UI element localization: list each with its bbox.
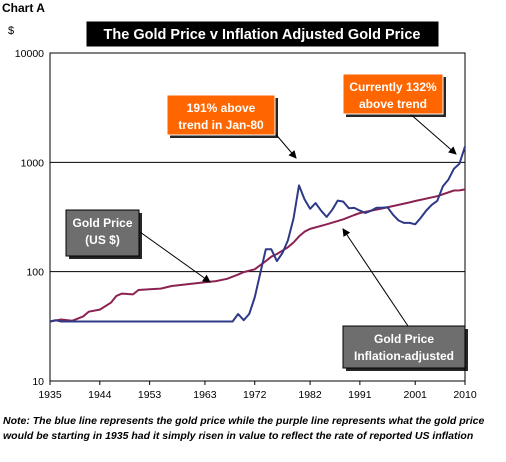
chart-title-box <box>86 21 439 47</box>
y-axis-label: $ <box>8 25 14 37</box>
chart-note: Note: The blue line represents the gold … <box>3 415 485 442</box>
y-tick-label: 100 <box>26 267 44 279</box>
x-tick-label: 1991 <box>348 389 372 401</box>
jan80-callout: 191% above trend in Jan-80 <box>166 94 297 159</box>
callout-text: (US $) <box>85 233 120 247</box>
y-tick-label: 10 <box>32 376 44 388</box>
title-layer: The Gold Price v Inflation Adjusted Gold… <box>86 21 439 47</box>
callout-arrow <box>139 231 211 283</box>
inflation-adjusted-callout: Gold Price Inflation-adjusted <box>342 228 468 371</box>
plot-frame <box>49 52 466 382</box>
callout-text: Currently 132% <box>349 80 437 94</box>
x-tick-label: 1944 <box>88 389 112 401</box>
callout-box <box>65 209 140 257</box>
callout-arrow <box>342 228 409 327</box>
callout-arrow <box>407 111 457 155</box>
current-callout: Currently 132% above trend <box>342 73 457 155</box>
axis-layer: 10 100 1000 10000 1935 1944 1953 1963 1972 1982 19… <box>15 48 477 401</box>
callout-text: Gold Price <box>72 216 132 230</box>
grid-layer <box>50 161 465 273</box>
x-tick-label: 1935 <box>38 389 62 401</box>
chart-title: The Gold Price v Inflation Adjusted Gold… <box>104 27 421 43</box>
callout-box <box>342 325 466 369</box>
x-tick-label: 2001 <box>404 389 428 401</box>
gold-price-callout: Gold Price (US $) <box>65 209 211 283</box>
chart-label: Chart A <box>2 1 45 15</box>
gold-price-line <box>49 146 466 323</box>
callout-text: Gold Price <box>374 332 434 346</box>
series-layer <box>49 146 466 323</box>
callout-text: 191% above <box>187 101 256 115</box>
annotation-layer: Gold Price (US $) 191% above trend in Jan-8… <box>65 73 468 371</box>
x-tick-label: 1963 <box>193 389 217 401</box>
callout-text: trend in Jan-80 <box>178 118 264 132</box>
callout-box <box>166 94 276 136</box>
y-tick-label: 1000 <box>21 157 45 169</box>
x-tick-label: 1972 <box>243 389 267 401</box>
y-tick-label: 10000 <box>15 48 44 60</box>
x-tick-label: 1982 <box>298 389 322 401</box>
callout-text: above trend <box>359 97 427 111</box>
callout-text: Inflation-adjusted <box>354 349 454 363</box>
x-tick-label: 1953 <box>138 389 162 401</box>
callout-box <box>342 73 444 115</box>
x-tick-label: 2010 <box>453 389 477 401</box>
